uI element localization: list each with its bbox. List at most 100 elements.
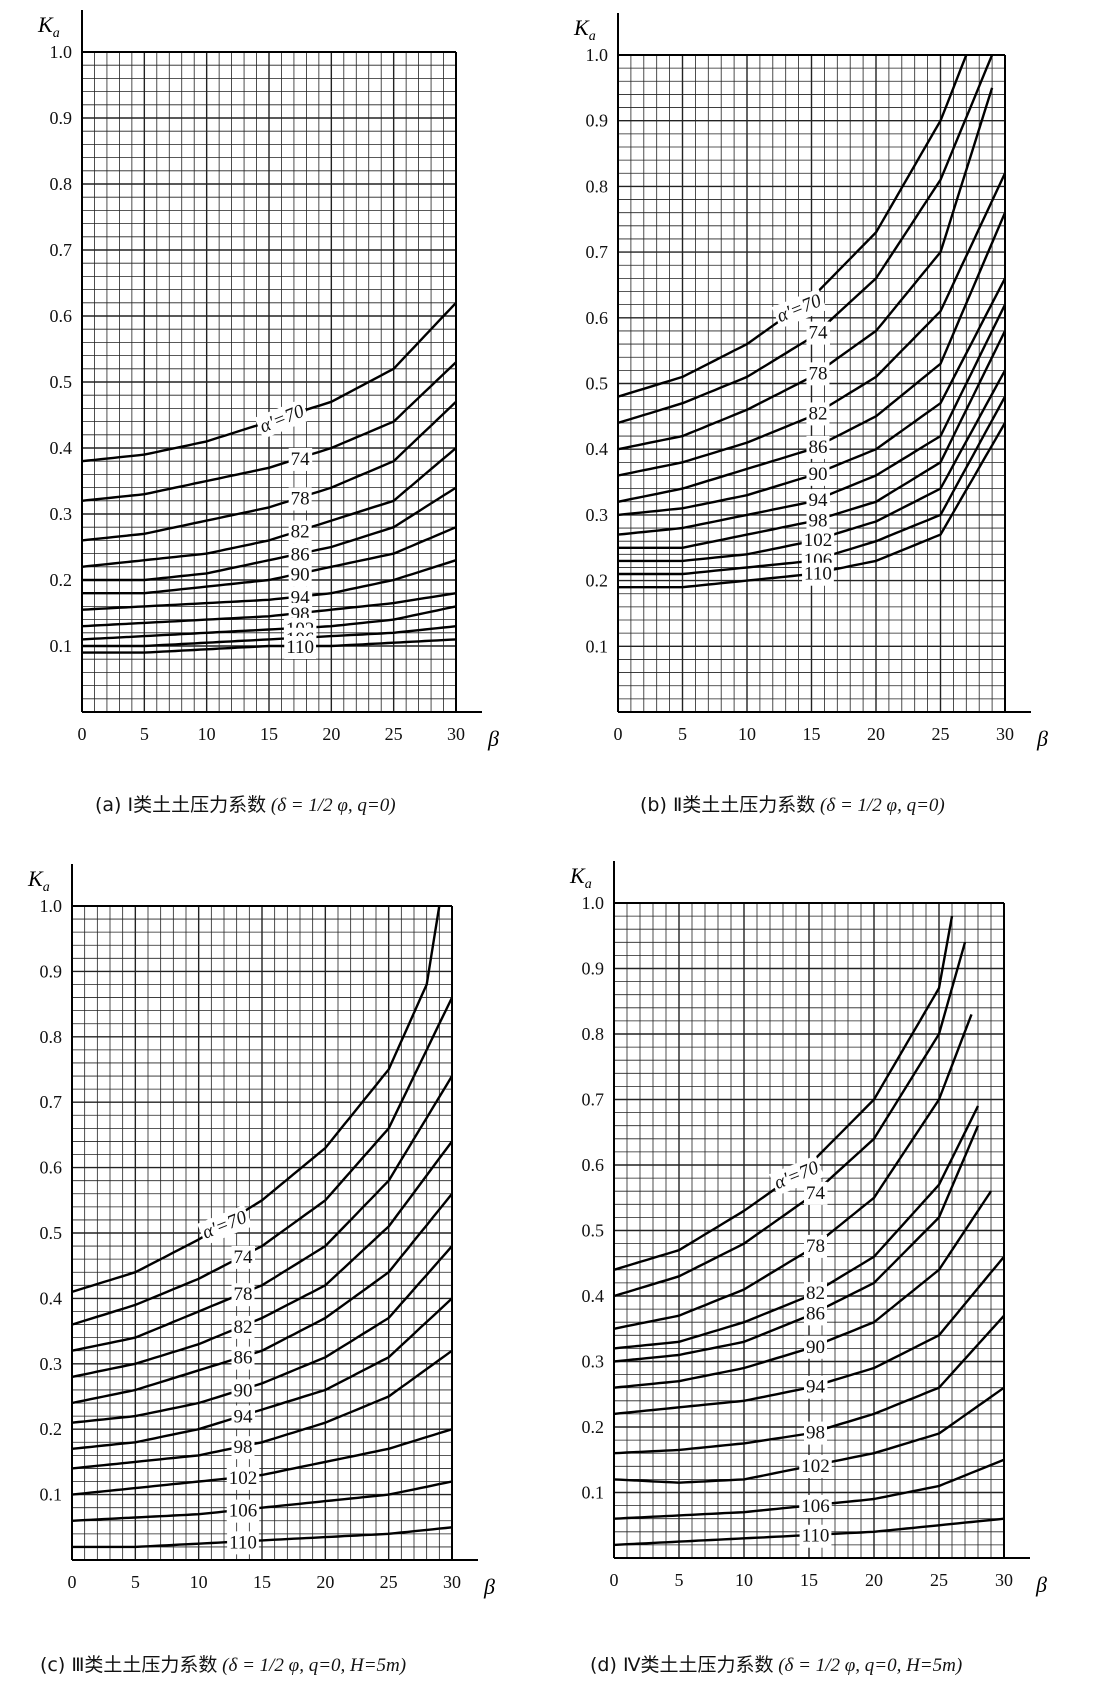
- curve-74: [81, 361, 457, 502]
- curve-label: 102: [229, 1468, 258, 1489]
- curve-label-background: [804, 1282, 827, 1306]
- curve-70: [71, 905, 441, 1294]
- curve-label-background: [226, 1499, 260, 1523]
- x-tick-label: 0: [614, 724, 623, 744]
- curve-label-background: [288, 563, 312, 587]
- curve-label: 94: [808, 490, 828, 511]
- curve-86: [613, 1125, 980, 1363]
- curve-82: [71, 1140, 453, 1379]
- x-tick-label: 10: [735, 1570, 753, 1590]
- curve-label: 82: [234, 1317, 253, 1338]
- curve-label: 106: [801, 1496, 830, 1517]
- curve-86: [82, 486, 457, 582]
- x-axis-label: β: [487, 726, 499, 751]
- curve-label: 86: [806, 1303, 825, 1324]
- curve-74: [71, 997, 454, 1326]
- curve-94: [71, 1297, 453, 1450]
- curve-label-background: [288, 520, 312, 544]
- curve-label: 94: [806, 1377, 826, 1398]
- x-tick-label: 30: [447, 724, 465, 744]
- y-tick-label: 0.7: [50, 240, 73, 260]
- curve-78: [617, 87, 994, 451]
- curve-label-background: [804, 1335, 827, 1359]
- y-tick-label: 0.3: [50, 504, 73, 524]
- curve-label: 86: [234, 1348, 253, 1369]
- x-tick-label: 25: [932, 724, 950, 744]
- curve-label: 90: [808, 464, 827, 485]
- caption-formula: (δ = 1/2 φ, q=0, H=5m): [773, 1655, 963, 1676]
- x-tick-label: 30: [443, 1572, 461, 1592]
- y-tick-label: 0.8: [50, 174, 73, 194]
- caption-formula: (δ = 1/2 φ, q=0): [266, 795, 396, 816]
- curve-label-background: [802, 562, 834, 586]
- curve-94: [81, 559, 457, 611]
- curve-label-background: [231, 1315, 255, 1339]
- caption-b: (b) Ⅱ类土土压力系数 (δ = 1/2 φ, q=0): [640, 790, 945, 817]
- x-tick-label: 20: [322, 724, 340, 744]
- y-tick-label: 0.6: [40, 1158, 63, 1178]
- y-tick-label: 0.6: [582, 1155, 605, 1175]
- curve-label: α'=70: [257, 401, 308, 438]
- curve-label-background: [799, 1524, 832, 1548]
- caption-d: (d) Ⅳ类土土压力系数 (δ = 1/2 φ, q=0, H=5m): [590, 1650, 962, 1677]
- x-tick-label: 10: [198, 724, 216, 744]
- y-tick-label: 0.4: [582, 1286, 605, 1306]
- curve-label-background: [771, 288, 828, 329]
- curve-label: α'=70: [199, 1207, 250, 1244]
- curve-label-background: [806, 489, 830, 513]
- y-tick-label: 0.1: [50, 636, 73, 656]
- caption-prefix: (c): [40, 1654, 72, 1676]
- curve-102: [71, 1428, 453, 1496]
- curve-label-background: [799, 1454, 832, 1478]
- y-tick-label: 0.9: [582, 959, 605, 979]
- curve-label: 86: [808, 437, 827, 458]
- y-tick-label: 1.0: [582, 893, 605, 913]
- chart-panel-b: 0.1 0.2 0.3 0.4 0.5 0.6 0.7 0.8 0.9 1.0 0 5 10 15 20 25…: [573, 13, 1048, 751]
- curve-82: [81, 447, 457, 568]
- curve-label: 86: [291, 545, 310, 566]
- curve-label-background: [806, 435, 830, 459]
- curve-label-background: [231, 1245, 255, 1269]
- y-tick-label: 0.7: [40, 1092, 63, 1112]
- y-tick-label: 0.1: [582, 1483, 605, 1503]
- x-tick-label: 0: [78, 724, 87, 744]
- caption-a: (a) Ⅰ类土土压力系数 (δ = 1/2 φ, q=0): [95, 790, 396, 817]
- curve-label: 90: [234, 1380, 253, 1401]
- y-tick-label: 0.6: [50, 306, 73, 326]
- curve-label: 110: [802, 1526, 830, 1547]
- curve-label: 94: [234, 1406, 254, 1427]
- caption-c: (c) Ⅲ类土土压力系数 (δ = 1/2 φ, q=0, H=5m): [40, 1650, 406, 1677]
- caption-prefix: (d): [590, 1654, 623, 1676]
- curve-label: 74: [291, 449, 311, 470]
- x-tick-label: 20: [865, 1570, 883, 1590]
- curve-label-background: [804, 1421, 827, 1445]
- caption-title: Ⅱ类土土压力系数: [672, 794, 816, 816]
- chart-panel-d: 0.1 0.2 0.3 0.4 0.5 0.6 0.7 0.8 0.9 1.0 0 5 10 15 20 25…: [569, 861, 1047, 1597]
- curve-label: 82: [808, 403, 827, 424]
- caption-formula: (δ = 1/2 φ, q=0): [815, 795, 945, 816]
- y-axis-label: Ka: [573, 15, 596, 44]
- curve-78: [81, 400, 457, 542]
- curve-label-background: [804, 1302, 827, 1326]
- x-axis-label: β: [1036, 726, 1048, 751]
- x-tick-label: 0: [68, 1572, 77, 1592]
- curve-label: 98: [806, 1423, 825, 1444]
- caption-title: Ⅲ类土土压力系数: [71, 1654, 218, 1676]
- curve-label-background: [231, 1436, 255, 1460]
- y-tick-label: 1.0: [40, 896, 63, 916]
- curve-label: 98: [808, 510, 827, 531]
- curve-90: [82, 526, 457, 595]
- y-tick-label: 0.4: [40, 1288, 63, 1308]
- y-tick-label: 0.4: [586, 439, 609, 459]
- curve-label-background: [231, 1405, 255, 1429]
- curve-label-background: [227, 1531, 259, 1555]
- x-tick-label: 15: [800, 1570, 818, 1590]
- y-tick-label: 0.3: [40, 1354, 63, 1374]
- curve-82: [613, 1105, 980, 1350]
- caption-title: Ⅳ类土土压力系数: [622, 1654, 774, 1676]
- curve-label: 74: [234, 1247, 254, 1268]
- x-tick-label: 15: [260, 724, 278, 744]
- curve-label: 90: [291, 564, 310, 585]
- curve-label-background: [801, 529, 835, 553]
